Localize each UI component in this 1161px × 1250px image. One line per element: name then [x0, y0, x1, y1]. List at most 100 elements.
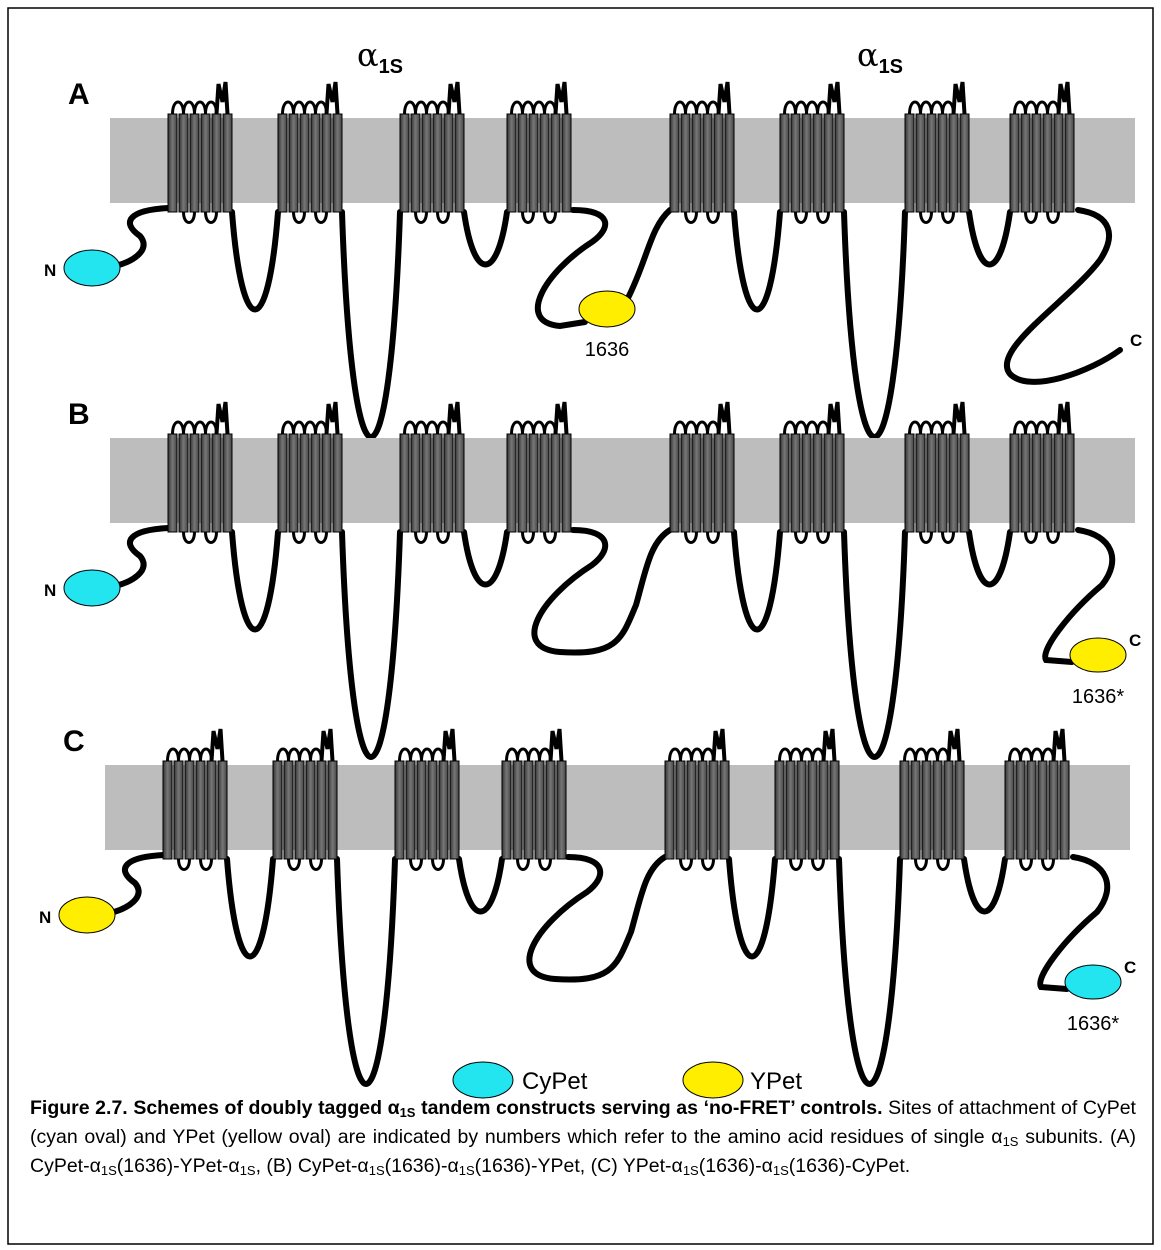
helix: [506, 113, 517, 213]
n-terminus: [112, 525, 171, 589]
loop: [339, 529, 403, 760]
helix: [211, 433, 222, 533]
intra-loop: [199, 858, 213, 871]
intra-loop: [941, 211, 955, 224]
pore-loop: [711, 728, 727, 762]
extra-loop: [287, 747, 301, 762]
extra-loop: [403, 420, 417, 435]
pore-loop: [951, 81, 967, 115]
n-terminus: [112, 205, 171, 269]
caption-run: (1636)-YPet, (C) YPet-α: [474, 1155, 683, 1177]
extra-loop: [409, 747, 423, 762]
helix: [299, 113, 310, 213]
helix: [512, 760, 523, 860]
extra-loop: [166, 747, 180, 762]
caption-run: 1S: [1002, 1134, 1019, 1149]
intra-loop: [789, 858, 803, 871]
symbol: α: [357, 36, 379, 74]
helix: [200, 113, 211, 213]
helix: [1048, 760, 1059, 860]
pore-loop: [446, 81, 462, 115]
helix: [943, 760, 954, 860]
pore-loop: [209, 728, 225, 762]
intra-loop: [521, 531, 535, 544]
extra-loop: [695, 100, 709, 115]
helix: [823, 433, 834, 533]
helix: [708, 760, 719, 860]
helix: [277, 433, 288, 533]
helix: [283, 760, 294, 860]
helix: [534, 760, 545, 860]
helix: [774, 760, 785, 860]
extra-loop: [510, 420, 524, 435]
helix: [801, 433, 812, 533]
helix: [801, 113, 812, 213]
helix: [189, 433, 200, 533]
helix: [785, 760, 796, 860]
subscript: 1S: [879, 56, 903, 78]
loop: [726, 856, 778, 960]
intra-loop: [538, 858, 552, 871]
intra-loop: [287, 858, 301, 871]
caption-run: 1S: [239, 1163, 256, 1178]
intra-loop: [204, 211, 218, 224]
helix: [948, 433, 959, 533]
helix: [561, 433, 572, 533]
extra-loop: [794, 100, 808, 115]
helix: [664, 760, 675, 860]
c-terminus: [1042, 527, 1116, 665]
extra-loop: [783, 420, 797, 435]
helix: [691, 433, 702, 533]
caption-run: , (B) CyPet-α: [255, 1155, 369, 1177]
helix: [834, 433, 845, 533]
helix: [937, 433, 948, 533]
intra-loop: [314, 211, 328, 224]
pore-loop: [951, 401, 967, 435]
helix: [184, 760, 195, 860]
loop: [461, 529, 510, 588]
intra-loop: [684, 531, 698, 544]
helix: [211, 113, 222, 213]
panel-letter: C: [63, 725, 85, 758]
helix: [779, 113, 790, 213]
helix: [539, 433, 550, 533]
loop: [229, 529, 281, 633]
extra-loop: [171, 100, 185, 115]
intra-loop: [914, 858, 928, 871]
extra-loop: [193, 420, 207, 435]
helix: [416, 760, 427, 860]
helix: [410, 433, 421, 533]
caption: Figure 2.7. Schemes of doubly tagged α1S…: [30, 1094, 1136, 1181]
helix: [686, 760, 697, 860]
helix: [410, 113, 421, 213]
extra-loop: [414, 100, 428, 115]
extra-loop: [521, 420, 535, 435]
extra-loop: [527, 747, 541, 762]
pore-loop: [821, 728, 837, 762]
pore-loop: [553, 81, 569, 115]
helix: [517, 433, 528, 533]
intra-loop: [706, 531, 720, 544]
tag-oval: [63, 569, 121, 607]
intra-loop: [182, 211, 196, 224]
helix: [550, 433, 561, 533]
helix: [812, 433, 823, 533]
extra-loop: [1019, 747, 1033, 762]
extra-loop: [1013, 100, 1027, 115]
helix: [1037, 760, 1048, 860]
helix: [316, 760, 327, 860]
intra-loop: [543, 531, 557, 544]
loop: [456, 856, 505, 915]
helix: [443, 113, 454, 213]
helix: [954, 760, 965, 860]
extra-loop: [684, 420, 698, 435]
helix: [432, 113, 443, 213]
helix: [702, 433, 713, 533]
helix: [327, 760, 338, 860]
c-terminus: [1037, 854, 1111, 992]
extra-loop: [1013, 420, 1027, 435]
extra-loop: [1035, 420, 1049, 435]
helix: [539, 113, 550, 213]
helix: [1042, 113, 1053, 213]
tag-oval: [1064, 964, 1122, 1000]
